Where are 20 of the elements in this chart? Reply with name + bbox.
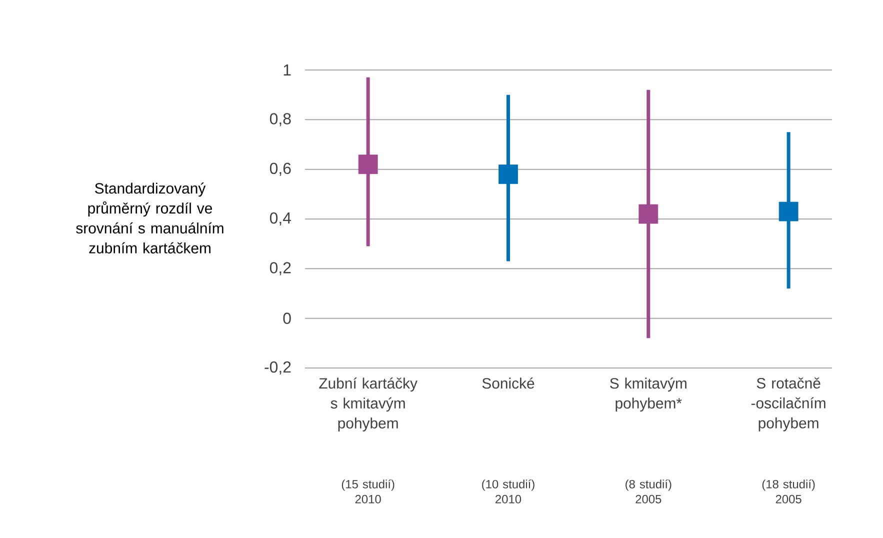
text: (8 studií) 2005 (626, 480, 672, 504)
y-tick-label: 0,2 (270, 262, 291, 276)
x-tick-label: Sonické (482, 378, 534, 389)
point (778, 202, 798, 222)
point (498, 164, 518, 184)
y-tick-label: 1 (284, 64, 291, 76)
text: (15 studií) 2010 (342, 480, 394, 504)
text: (10 studií) 2010 (482, 480, 534, 504)
y-tick-label: 0 (283, 312, 291, 324)
y-axis-title: Standardizovaný průměrný rozdíl ve srovnání s manuálním zubním kartáčkem (76, 182, 224, 254)
x-tick-label: Zubní kartáčky s kmitavým pohybem (319, 378, 418, 432)
x-tick-label: S rotačně -oscilačním pohybem (751, 378, 826, 432)
y-tick-label: -0,2 (264, 361, 291, 375)
x-tick-label: S kmitavým pohybem* (610, 378, 686, 412)
y-tick-label: 0,4 (270, 212, 292, 226)
point (638, 204, 658, 224)
text: (18 studií) 2005 (762, 480, 815, 504)
y-tick-label: 0,6 (270, 162, 291, 176)
y-tick-label: 0,8 (270, 113, 291, 126)
point (358, 154, 378, 174)
